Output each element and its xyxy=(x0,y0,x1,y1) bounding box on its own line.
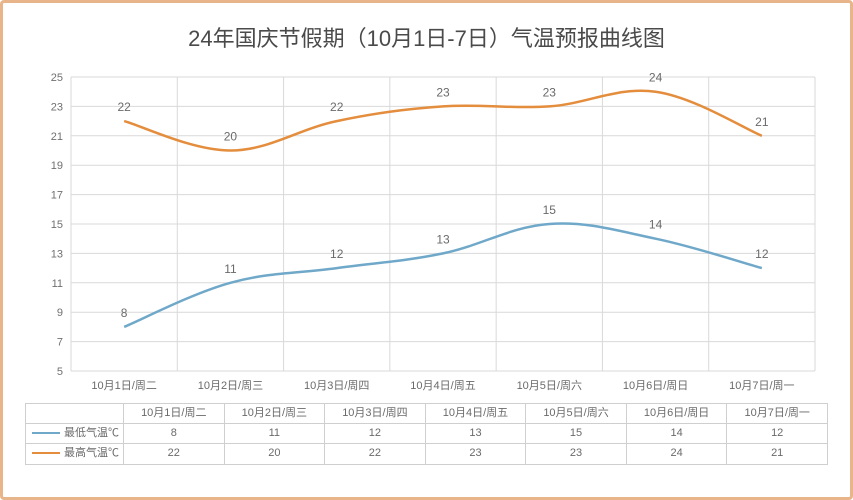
x-tick-label: 10月7日/周一 xyxy=(729,379,794,392)
chart-svg: 5 7 9 11 13 15 17 19 21 23 25 10月1日/周二 10月2日/周三 10月3日… xyxy=(25,63,825,403)
table-cell: 21 xyxy=(727,444,828,464)
legend-swatch xyxy=(32,452,60,454)
table-cell: 11 xyxy=(224,424,325,444)
table-cell: 10月1日/周二 xyxy=(124,404,225,424)
table-cell: 12 xyxy=(325,424,426,444)
y-tick-label: 5 xyxy=(57,366,63,378)
table-cell: 22 xyxy=(124,444,225,464)
y-tick-label: 25 xyxy=(51,72,63,84)
y-tick-label: 9 xyxy=(57,307,63,319)
table-cell: 10月6日/周日 xyxy=(626,404,727,424)
x-tick-label: 10月5日/周六 xyxy=(517,379,582,392)
value-label: 23 xyxy=(436,85,450,99)
value-label: 22 xyxy=(117,100,131,114)
chart-frame: 24年国庆节假期（10月1日-7日）气温预报曲线图 57911131517192… xyxy=(0,0,853,500)
value-label: 13 xyxy=(436,232,450,246)
x-tick-label: 10月2日/周三 xyxy=(198,379,263,392)
value-label: 12 xyxy=(330,247,344,261)
table-cell: 15 xyxy=(526,424,627,444)
y-tick-label: 23 xyxy=(51,101,63,113)
y-tick-label: 13 xyxy=(51,248,63,260)
value-label: 12 xyxy=(755,247,769,261)
table-cell: 23 xyxy=(425,444,526,464)
value-label: 22 xyxy=(330,100,344,114)
value-label: 11 xyxy=(224,262,237,276)
value-label: 14 xyxy=(649,218,663,232)
x-tick-label: 10月1日/周二 xyxy=(91,379,156,392)
x-tick-label: 10月3日/周四 xyxy=(304,379,369,392)
table-row: 10月1日/周二10月2日/周三10月3日/周四10月4日/周五10月5日/周六… xyxy=(26,404,828,424)
x-tick-label: 10月6日/周日 xyxy=(623,379,688,392)
y-tick-label: 7 xyxy=(57,337,63,349)
legend-swatch xyxy=(32,432,60,434)
value-label: 15 xyxy=(543,203,557,217)
chart-area: 5 7 9 11 13 15 17 19 21 23 25 10月1日/周二 10月2日/周三 10月3日… xyxy=(25,63,828,403)
table-cell: 20 xyxy=(224,444,325,464)
series-line-high xyxy=(124,91,762,151)
data-table: 10月1日/周二10月2日/周三10月3日/周四10月4日/周五10月5日/周六… xyxy=(25,403,828,465)
series-name-cell: 最低气温℃ xyxy=(26,424,124,444)
chart-title: 24年国庆节假期（10月1日-7日）气温预报曲线图 xyxy=(25,21,828,53)
table-cell: 10月4日/周五 xyxy=(425,404,526,424)
table-cell: 14 xyxy=(626,424,727,444)
value-label: 20 xyxy=(224,130,238,144)
table-cell: 22 xyxy=(325,444,426,464)
table-cell: 10月2日/周三 xyxy=(224,404,325,424)
value-label: 24 xyxy=(649,71,663,85)
table-cell: 8 xyxy=(124,424,225,444)
table-cell: 12 xyxy=(727,424,828,444)
table-cell: 24 xyxy=(626,444,727,464)
y-tick-label: 17 xyxy=(51,190,63,202)
table-cell: 10月5日/周六 xyxy=(526,404,627,424)
table-cell: 10月7日/周一 xyxy=(727,404,828,424)
y-tick-label: 15 xyxy=(51,219,63,231)
y-tick-label: 21 xyxy=(51,131,63,143)
table-row: 最高气温℃22202223232421 xyxy=(26,444,828,464)
table-cell: 23 xyxy=(526,444,627,464)
series-name-cell: 最高气温℃ xyxy=(26,444,124,464)
x-tick-label: 10月4日/周五 xyxy=(410,379,475,392)
table-cell: 10月3日/周四 xyxy=(325,404,426,424)
y-tick-label: 11 xyxy=(52,278,63,290)
value-label: 8 xyxy=(121,306,128,320)
value-label: 23 xyxy=(543,85,557,99)
value-label: 21 xyxy=(755,115,769,129)
table-row: 最低气温℃8111213151412 xyxy=(26,424,828,444)
table-corner xyxy=(26,404,124,424)
y-tick-label: 19 xyxy=(51,160,63,172)
table-cell: 13 xyxy=(425,424,526,444)
